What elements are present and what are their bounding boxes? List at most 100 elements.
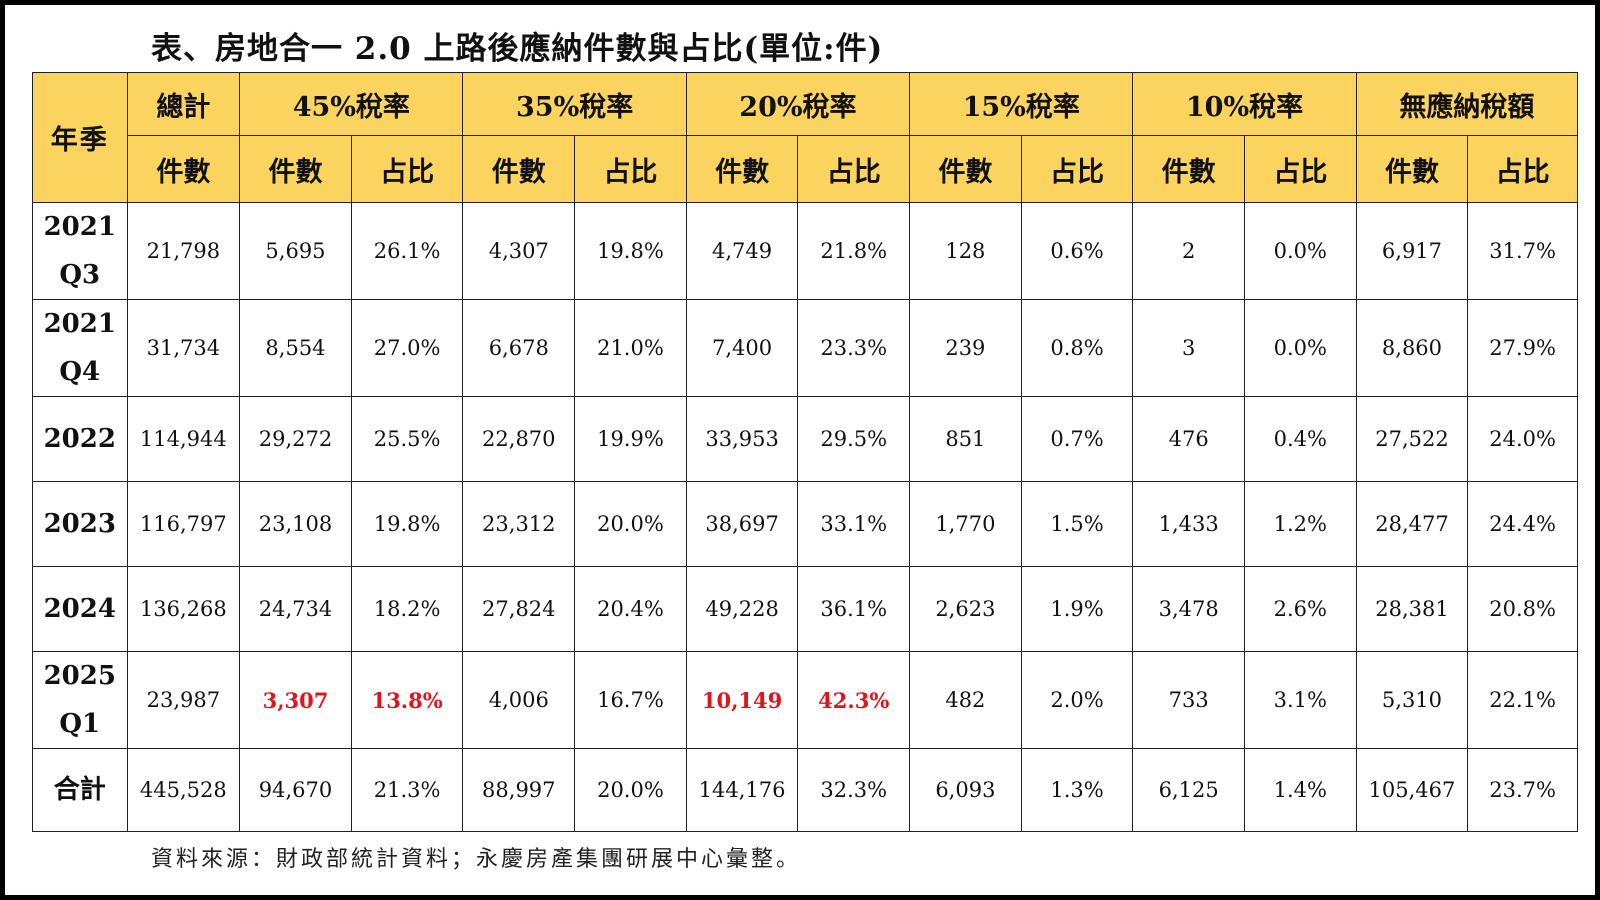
data-cell: 2,623 bbox=[909, 566, 1022, 652]
data-cell: 19.8% bbox=[350, 481, 464, 567]
data-cell: 1.9% bbox=[1020, 566, 1134, 652]
count-header: 件數 bbox=[462, 135, 576, 203]
data-cell: 851 bbox=[909, 396, 1022, 482]
data-cell: 239 bbox=[909, 299, 1022, 397]
total-cell: 114,944 bbox=[126, 396, 241, 482]
highlighted-cell: 13.8% bbox=[350, 651, 464, 749]
data-cell: 38,697 bbox=[685, 481, 799, 567]
data-cell: 5,310 bbox=[1355, 651, 1469, 749]
data-cell: 88,997 bbox=[462, 748, 576, 832]
total-cell: 136,268 bbox=[126, 566, 241, 652]
data-cell: 19.8% bbox=[574, 202, 687, 300]
count-header: 件數 bbox=[909, 135, 1022, 203]
total-cell: 21,798 bbox=[126, 202, 241, 300]
share-header: 占比 bbox=[797, 135, 911, 203]
data-cell: 0.0% bbox=[1244, 299, 1357, 397]
data-cell: 4,749 bbox=[685, 202, 799, 300]
count-header: 件數 bbox=[126, 135, 241, 203]
total-cell: 23,987 bbox=[126, 651, 241, 749]
data-cell: 3.1% bbox=[1244, 651, 1357, 749]
table-row: 2021 Q4 31,734 8,554 27.0% 6,678 21.0% 7… bbox=[32, 299, 1578, 397]
data-cell: 19.9% bbox=[574, 396, 687, 482]
table-row: 2024 136,268 24,734 18.2% 27,824 20.4% 4… bbox=[32, 566, 1578, 652]
data-cell: 6,125 bbox=[1132, 748, 1245, 832]
share-header: 占比 bbox=[1020, 135, 1134, 203]
table-row: 2021 Q3 21,798 5,695 26.1% 4,307 19.8% 4… bbox=[32, 202, 1578, 300]
table-row: 2022 114,944 29,272 25.5% 22,870 19.9% 3… bbox=[32, 396, 1578, 482]
data-cell: 20.4% bbox=[574, 566, 687, 652]
data-cell: 21.0% bbox=[574, 299, 687, 397]
data-cell: 33,953 bbox=[685, 396, 799, 482]
data-cell: 94,670 bbox=[239, 748, 352, 832]
data-cell: 1.3% bbox=[1020, 748, 1134, 832]
data-cell: 476 bbox=[1132, 396, 1245, 482]
row-label: 2022 bbox=[32, 396, 128, 482]
share-header: 占比 bbox=[1467, 135, 1578, 203]
table-row: 2023 116,797 23,108 19.8% 23,312 20.0% 3… bbox=[32, 481, 1578, 567]
data-cell: 16.7% bbox=[574, 651, 687, 749]
highlighted-cell: 10,149 bbox=[685, 651, 799, 749]
data-cell: 0.7% bbox=[1020, 396, 1134, 482]
data-cell: 2.0% bbox=[1020, 651, 1134, 749]
data-cell: 29,272 bbox=[239, 396, 352, 482]
data-cell: 0.8% bbox=[1020, 299, 1134, 397]
total-row: 合計 445,528 94,670 21.3% 88,997 20.0% 144… bbox=[32, 748, 1578, 832]
data-cell: 20.8% bbox=[1467, 566, 1578, 652]
data-cell: 27,824 bbox=[462, 566, 576, 652]
data-cell: 26.1% bbox=[350, 202, 464, 300]
share-header: 占比 bbox=[574, 135, 687, 203]
row-label: 2021 Q4 bbox=[32, 299, 128, 397]
tax-rate-table: 年季 總計 45%稅率 35%稅率 20%稅率 15%稅率 10%稅率 無應納稅… bbox=[32, 72, 1579, 832]
count-header: 件數 bbox=[239, 135, 352, 203]
total-cell: 116,797 bbox=[126, 481, 241, 567]
group-header-none: 無應納稅額 bbox=[1355, 72, 1579, 136]
highlighted-cell: 3,307 bbox=[239, 651, 352, 749]
data-cell: 24.4% bbox=[1467, 481, 1578, 567]
data-cell: 49,228 bbox=[685, 566, 799, 652]
row-label: 2021 Q3 bbox=[32, 202, 128, 300]
data-cell: 7,400 bbox=[685, 299, 799, 397]
data-cell: 6,678 bbox=[462, 299, 576, 397]
data-cell: 27.9% bbox=[1467, 299, 1578, 397]
share-header: 占比 bbox=[350, 135, 464, 203]
row-label: 合計 bbox=[32, 748, 128, 832]
data-cell: 22,870 bbox=[462, 396, 576, 482]
data-cell: 20.0% bbox=[574, 748, 687, 832]
group-header-15: 15%稅率 bbox=[909, 72, 1134, 136]
data-cell: 1.5% bbox=[1020, 481, 1134, 567]
data-cell: 21.3% bbox=[350, 748, 464, 832]
share-header: 占比 bbox=[1244, 135, 1357, 203]
data-cell: 4,307 bbox=[462, 202, 576, 300]
table-title: 表、房地合一 2.0 上路後應納件數與占比(單位:件) bbox=[151, 31, 884, 67]
data-cell: 24,734 bbox=[239, 566, 352, 652]
row-label: 2023 bbox=[32, 481, 128, 567]
group-header-35: 35%稅率 bbox=[462, 72, 687, 136]
data-cell: 22.1% bbox=[1467, 651, 1578, 749]
count-header: 件數 bbox=[1355, 135, 1469, 203]
total-header: 總計 bbox=[126, 72, 241, 136]
total-cell: 31,734 bbox=[126, 299, 241, 397]
highlighted-cell: 42.3% bbox=[797, 651, 911, 749]
data-cell: 2 bbox=[1132, 202, 1245, 300]
data-cell: 482 bbox=[909, 651, 1022, 749]
data-cell: 23,312 bbox=[462, 481, 576, 567]
data-cell: 27,522 bbox=[1355, 396, 1469, 482]
data-cell: 1,770 bbox=[909, 481, 1022, 567]
row-label: 2025 Q1 bbox=[32, 651, 128, 749]
data-cell: 6,093 bbox=[909, 748, 1022, 832]
data-cell: 1.2% bbox=[1244, 481, 1357, 567]
data-cell: 28,477 bbox=[1355, 481, 1469, 567]
data-cell: 8,554 bbox=[239, 299, 352, 397]
period-header: 年季 bbox=[32, 72, 128, 203]
data-cell: 1,433 bbox=[1132, 481, 1245, 567]
data-cell: 28,381 bbox=[1355, 566, 1469, 652]
data-cell: 32.3% bbox=[797, 748, 911, 832]
data-cell: 1.4% bbox=[1244, 748, 1357, 832]
data-cell: 27.0% bbox=[350, 299, 464, 397]
data-cell: 733 bbox=[1132, 651, 1245, 749]
data-cell: 3,478 bbox=[1132, 566, 1245, 652]
data-cell: 29.5% bbox=[797, 396, 911, 482]
data-cell: 20.0% bbox=[574, 481, 687, 567]
count-header: 件數 bbox=[685, 135, 799, 203]
